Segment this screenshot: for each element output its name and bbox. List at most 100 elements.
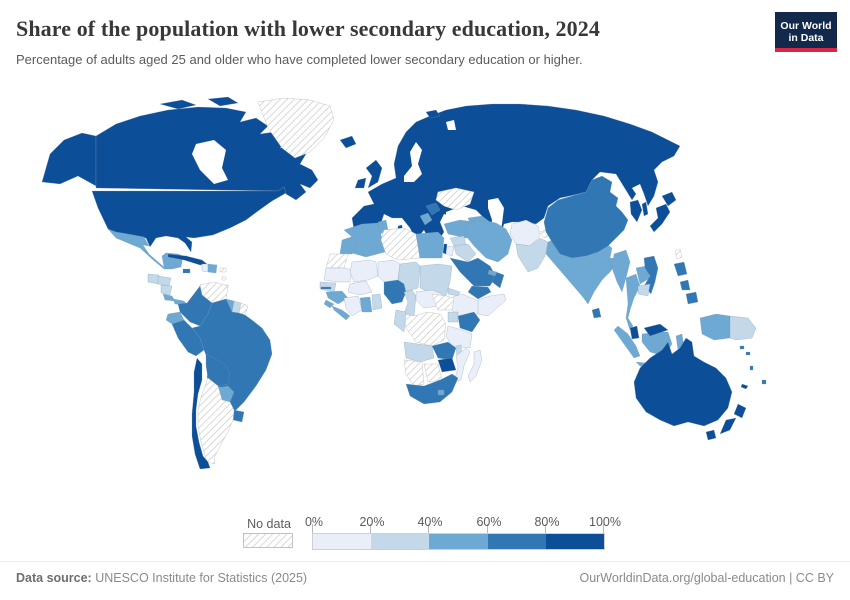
- country-burkina-faso[interactable]: [347, 280, 373, 296]
- country-puerto-rico[interactable]: [219, 267, 227, 273]
- country-vanuatu[interactable]: [749, 365, 754, 371]
- country-peru[interactable]: [171, 319, 205, 357]
- country-somalia[interactable]: [477, 293, 507, 317]
- legend-bin-0-20[interactable]: [313, 534, 372, 549]
- country-lesotho[interactable]: [437, 389, 445, 396]
- legend-bin-60-80[interactable]: [487, 534, 546, 549]
- country-iran[interactable]: [465, 219, 513, 263]
- country-ireland[interactable]: [354, 177, 367, 189]
- arctic-island-2[interactable]: [207, 96, 239, 107]
- country-guinea[interactable]: [325, 290, 349, 305]
- country-drc[interactable]: [403, 311, 447, 347]
- country-indonesia-sumatra[interactable]: [613, 325, 641, 359]
- country-alaska[interactable]: [41, 132, 97, 187]
- country-sri-lanka[interactable]: [591, 307, 602, 319]
- country-pakistan[interactable]: [515, 237, 549, 273]
- country-indonesia-papua[interactable]: [699, 313, 731, 341]
- owid-url-link[interactable]: OurWorldinData.org/global-education | CC…: [579, 571, 834, 585]
- country-honduras[interactable]: [157, 275, 172, 287]
- country-botswana[interactable]: [423, 363, 443, 383]
- country-myanmar[interactable]: [611, 249, 631, 293]
- country-niger[interactable]: [377, 259, 401, 283]
- country-nicaragua[interactable]: [160, 284, 173, 296]
- region-congo-gabon[interactable]: [393, 309, 407, 333]
- country-eritrea[interactable]: [447, 287, 461, 297]
- country-egypt[interactable]: [415, 231, 445, 259]
- country-tanzania[interactable]: [445, 325, 473, 349]
- country-zimbabwe[interactable]: [437, 357, 457, 373]
- legend-bin-40-60[interactable]: [429, 534, 488, 549]
- country-philippines-mindanao[interactable]: [685, 291, 699, 305]
- lesser-antilles-1[interactable]: [221, 276, 227, 281]
- country-south-sudan[interactable]: [431, 293, 455, 311]
- legend-bin-20-40[interactable]: [371, 534, 430, 549]
- arctic-island-1[interactable]: [159, 99, 197, 110]
- country-iceland[interactable]: [339, 135, 357, 149]
- country-dominican-republic[interactable]: [207, 263, 218, 274]
- country-taiwan[interactable]: [674, 248, 683, 260]
- country-ukraine[interactable]: [435, 187, 475, 211]
- country-australia[interactable]: [633, 337, 733, 427]
- country-zambia[interactable]: [431, 341, 457, 361]
- island-svalbard[interactable]: [425, 109, 441, 119]
- country-angola[interactable]: [403, 341, 435, 363]
- country-libya[interactable]: [380, 227, 421, 261]
- country-philippines-visayas[interactable]: [679, 279, 691, 291]
- country-fiji[interactable]: [761, 379, 767, 385]
- country-solomon-1[interactable]: [739, 345, 745, 350]
- country-nigeria[interactable]: [383, 279, 407, 305]
- region-togo-benin[interactable]: [371, 293, 383, 311]
- country-chile[interactable]: [191, 357, 211, 470]
- country-japan-hokkaido[interactable]: [661, 191, 677, 207]
- country-uruguay[interactable]: [232, 409, 245, 423]
- legend-no-data-swatch[interactable]: [243, 533, 293, 548]
- territory-western-sahara[interactable]: [325, 253, 349, 269]
- territory-new-caledonia[interactable]: [740, 383, 749, 390]
- country-philippines-luzon[interactable]: [673, 261, 688, 277]
- island-sakhalin[interactable]: [641, 201, 649, 217]
- country-afghanistan[interactable]: [509, 219, 541, 247]
- country-mali[interactable]: [349, 259, 379, 283]
- island-tasmania[interactable]: [705, 429, 717, 441]
- country-greenland[interactable]: [257, 97, 335, 159]
- region-serbia[interactable]: [425, 202, 441, 216]
- country-solomon-2[interactable]: [745, 351, 751, 356]
- country-gambia[interactable]: [320, 286, 332, 290]
- country-kenya[interactable]: [457, 311, 481, 333]
- country-uganda[interactable]: [447, 311, 459, 323]
- country-namibia[interactable]: [403, 359, 425, 387]
- country-cote-divoire[interactable]: [343, 295, 363, 317]
- country-south-africa[interactable]: [405, 373, 459, 405]
- country-malaysia-peninsula[interactable]: [629, 325, 640, 340]
- country-madagascar[interactable]: [467, 349, 483, 383]
- country-algeria[interactable]: [343, 222, 386, 258]
- country-new-zealand-north[interactable]: [733, 403, 747, 419]
- legend-bin-80-100[interactable]: [545, 534, 605, 549]
- country-bolivia[interactable]: [205, 353, 231, 387]
- country-united-kingdom[interactable]: [365, 159, 383, 189]
- owid-logo[interactable]: Our World in Data: [775, 12, 837, 52]
- country-thailand[interactable]: [625, 273, 641, 331]
- country-china[interactable]: [543, 175, 629, 259]
- country-argentina[interactable]: [197, 377, 235, 465]
- country-guatemala[interactable]: [147, 273, 160, 285]
- country-new-zealand-south[interactable]: [719, 417, 737, 435]
- country-iraq[interactable]: [453, 243, 477, 263]
- country-malaysia-borneo[interactable]: [643, 323, 669, 337]
- country-yemen[interactable]: [467, 285, 492, 300]
- country-papua-new-guinea[interactable]: [729, 315, 757, 341]
- country-usa[interactable]: [91, 186, 287, 253]
- country-cambodia[interactable]: [637, 283, 651, 297]
- country-jamaica[interactable]: [182, 268, 191, 274]
- country-liberia[interactable]: [331, 305, 351, 321]
- country-mozambique[interactable]: [453, 347, 471, 383]
- country-korea[interactable]: [629, 199, 643, 223]
- country-japan-honshu[interactable]: [649, 203, 671, 233]
- country-uae[interactable]: [487, 269, 498, 277]
- country-mexico[interactable]: [107, 228, 184, 270]
- region-west-balkans[interactable]: [419, 212, 433, 226]
- country-ghana[interactable]: [359, 296, 373, 313]
- country-mauritania[interactable]: [323, 267, 353, 283]
- country-jordan[interactable]: [445, 245, 455, 257]
- country-sierra-leone[interactable]: [323, 299, 335, 309]
